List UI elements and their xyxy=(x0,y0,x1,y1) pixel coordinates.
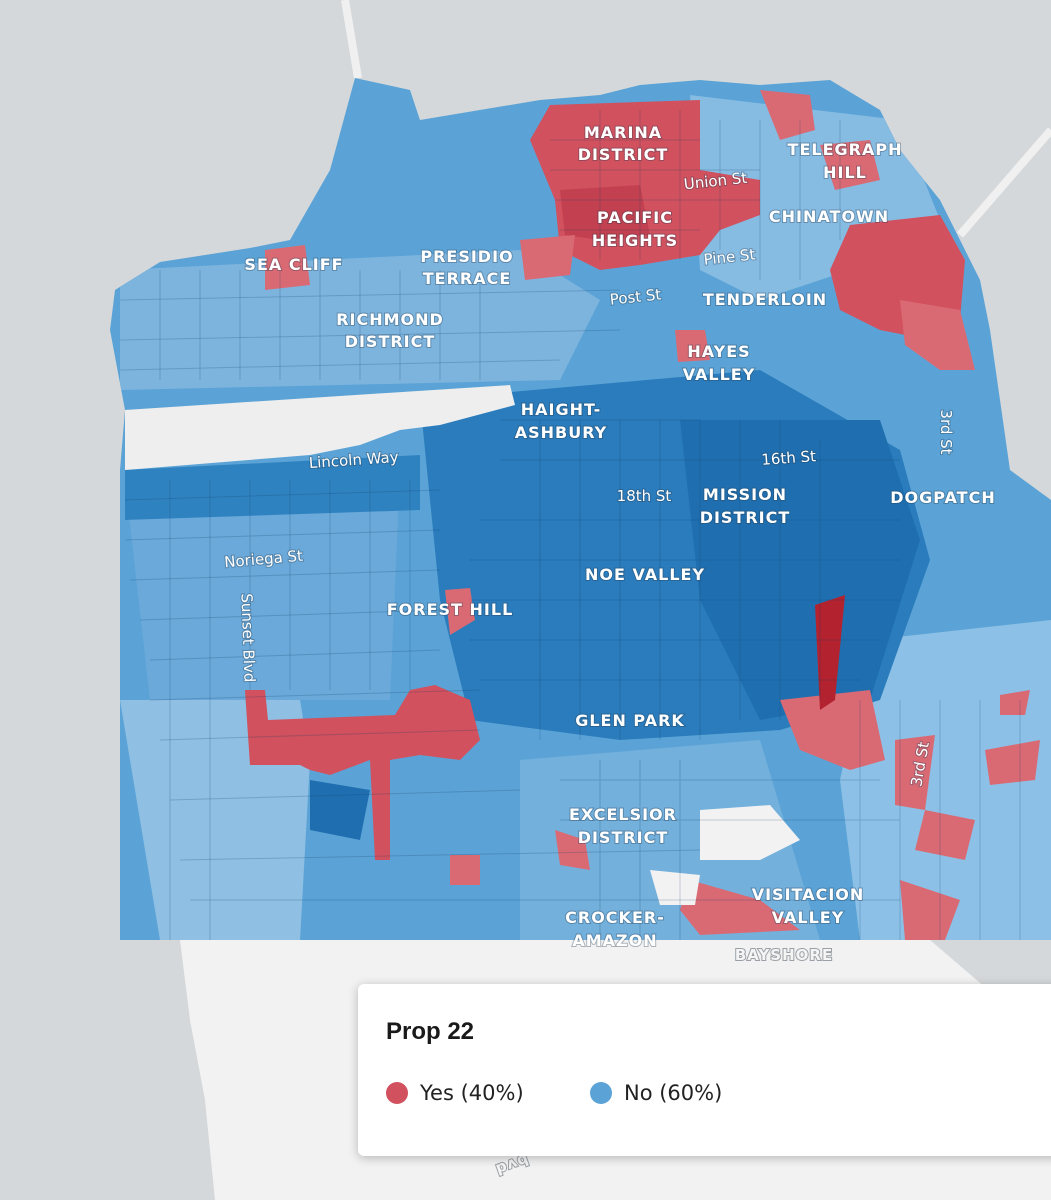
precincts-yes-visitacion xyxy=(680,880,800,935)
park-south xyxy=(650,870,700,905)
precincts-yes-sea-cliff xyxy=(265,245,310,290)
label-dogpatch: DOGPATCH xyxy=(890,488,995,507)
label-haight-ashbury: HAIGHT-ASHBURY xyxy=(515,400,608,442)
label-richmond: RICHMOND DISTRICT xyxy=(336,310,444,351)
label-chinatown: CHINATOWN xyxy=(769,207,889,226)
precincts-no-light-excelsior xyxy=(520,740,820,940)
legend-no-label: No (60%) xyxy=(624,1081,723,1105)
label-forest-hill: FOREST HILL xyxy=(387,600,514,619)
precincts-yes-bayview-c xyxy=(985,740,1040,785)
precincts-yes-visitacion-b xyxy=(900,880,960,940)
label-crocker-amazon: CROCKER-AMAZON xyxy=(565,908,665,950)
label-presidio-terrace: PRESIDIO TERRACE xyxy=(420,247,513,288)
street-sunset: Sunset Blvd xyxy=(237,593,258,683)
golden-gate-bridge xyxy=(341,0,362,79)
legend-item-no[interactable]: No (60%) xyxy=(590,1081,722,1105)
precincts-yes-bernal xyxy=(815,595,845,710)
precincts-yes-telegraph xyxy=(760,90,815,140)
golden-gate-park xyxy=(125,385,515,470)
street-16th: 16th St xyxy=(761,447,817,469)
mclaren-park xyxy=(700,805,800,860)
precincts-yes-telegraph-hill xyxy=(820,140,880,190)
legend-title: Prop 22 xyxy=(386,1018,475,1045)
precincts-yes-marina-dark xyxy=(560,185,650,240)
precincts-no-dark-sunset-strip xyxy=(125,455,420,520)
street-post: Post St xyxy=(609,285,662,308)
precincts-yes-bayview-d xyxy=(915,810,975,860)
legend-no-swatch xyxy=(590,1082,612,1104)
precincts-yes-soma xyxy=(900,300,975,370)
precinct-boundaries xyxy=(119,110,1021,940)
label-pacific-heights: PACIFIC HEIGHTS xyxy=(592,208,678,250)
precincts-yes-forest-hill xyxy=(445,588,475,635)
precincts-yes-excelsior-b xyxy=(555,830,590,870)
legend-yes-swatch xyxy=(386,1082,408,1104)
label-glen-park: GLEN PARK xyxy=(575,711,685,730)
label-telegraph-hill: TELEGRAPH HILL xyxy=(788,140,903,182)
precincts-no-light-southeast xyxy=(840,620,1051,940)
legend-yes-label: Yes (40%) xyxy=(420,1081,524,1105)
precincts-yes-excelsior xyxy=(450,855,480,885)
bay-bridge xyxy=(956,127,1051,238)
label-hayes-valley: HAYES VALLEY xyxy=(683,342,756,384)
precincts-yes-bayview-b xyxy=(895,735,935,810)
precincts-yes-presidio-terrace xyxy=(520,235,575,280)
street-3rd-north: 3rd St xyxy=(937,409,955,454)
legend-item-yes[interactable]: Yes (40%) xyxy=(386,1081,524,1105)
label-visitacion-valley: VISITACION VALLEY xyxy=(752,885,865,927)
label-bayshore: BAYSHORE xyxy=(735,946,833,964)
label-sea-cliff: SEA CLIFF xyxy=(244,255,343,274)
label-excelsior: EXCELSIOR DISTRICT xyxy=(569,805,677,847)
street-18th: 18th St xyxy=(617,487,672,505)
precincts-yes-hayes xyxy=(675,330,710,362)
precincts-yes-bayview xyxy=(780,690,885,770)
label-noe-valley: NOE VALLEY xyxy=(585,565,705,584)
precincts-no-light-sunset xyxy=(125,470,400,700)
precincts-no-light-richmond xyxy=(120,250,600,390)
label-tenderloin: TENDERLOIN xyxy=(703,290,827,309)
label-mission: MISSION DISTRICT xyxy=(700,485,791,527)
label-marina: MARINA DISTRICT xyxy=(578,123,669,164)
legend: Prop 22 Yes (40%) No (60%) xyxy=(358,984,1051,1156)
precincts-no-dark-mission xyxy=(680,420,920,720)
precincts-no-dark-west xyxy=(310,780,370,840)
precincts-yes-west-portal xyxy=(245,685,480,860)
precincts-yes-hunters-point xyxy=(1000,690,1030,715)
